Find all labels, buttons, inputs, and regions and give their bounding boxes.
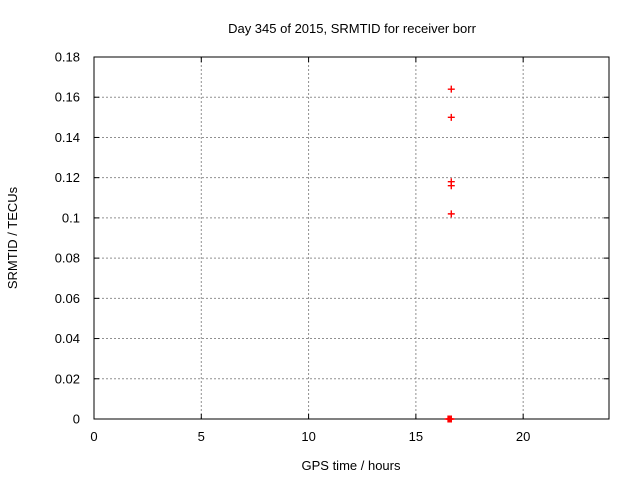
y-tick-label-0.14: 0.14 xyxy=(55,130,80,145)
data-marker-layer xyxy=(444,85,455,423)
y-tick-label-0.06: 0.06 xyxy=(55,291,80,306)
data-point-marker xyxy=(447,182,455,190)
x-tick-label-0: 0 xyxy=(90,429,97,444)
y-tick-label-0.04: 0.04 xyxy=(55,331,80,346)
x-tick-label-5: 5 xyxy=(198,429,205,444)
y-tick-label-0.08: 0.08 xyxy=(55,251,80,266)
data-point-marker xyxy=(447,85,455,93)
tick-mark-layer xyxy=(93,56,609,420)
plot-border-layer xyxy=(93,56,610,420)
x-tick-label-10: 10 xyxy=(301,429,315,444)
data-point-marker xyxy=(447,113,455,121)
data-point-marker xyxy=(447,210,455,218)
data-point-marker xyxy=(447,415,455,423)
plot-border xyxy=(93,56,610,420)
x-axis-label: GPS time / hours xyxy=(302,458,401,473)
y-axis-label: SRMTID / TECUs xyxy=(5,186,20,289)
y-tick-label-0: 0 xyxy=(73,412,80,427)
tick-label-layer: 0 5 10 15 20 0 0.02 0.04 0.06 0.08 0.1 0.12 0.14 0.16… xyxy=(55,50,531,445)
x-tick-label-20: 20 xyxy=(516,429,530,444)
grid-layer xyxy=(94,57,609,419)
y-tick-label-0.12: 0.12 xyxy=(55,170,80,185)
y-tick-label-0.16: 0.16 xyxy=(55,90,80,105)
x-tick-label-15: 15 xyxy=(409,429,423,444)
y-tick-label-0.02: 0.02 xyxy=(55,371,80,386)
chart-title: Day 345 of 2015, SRMTID for receiver bor… xyxy=(228,21,476,36)
y-tick-label-0.1: 0.1 xyxy=(62,210,80,225)
y-tick-label-0.18: 0.18 xyxy=(55,50,80,65)
